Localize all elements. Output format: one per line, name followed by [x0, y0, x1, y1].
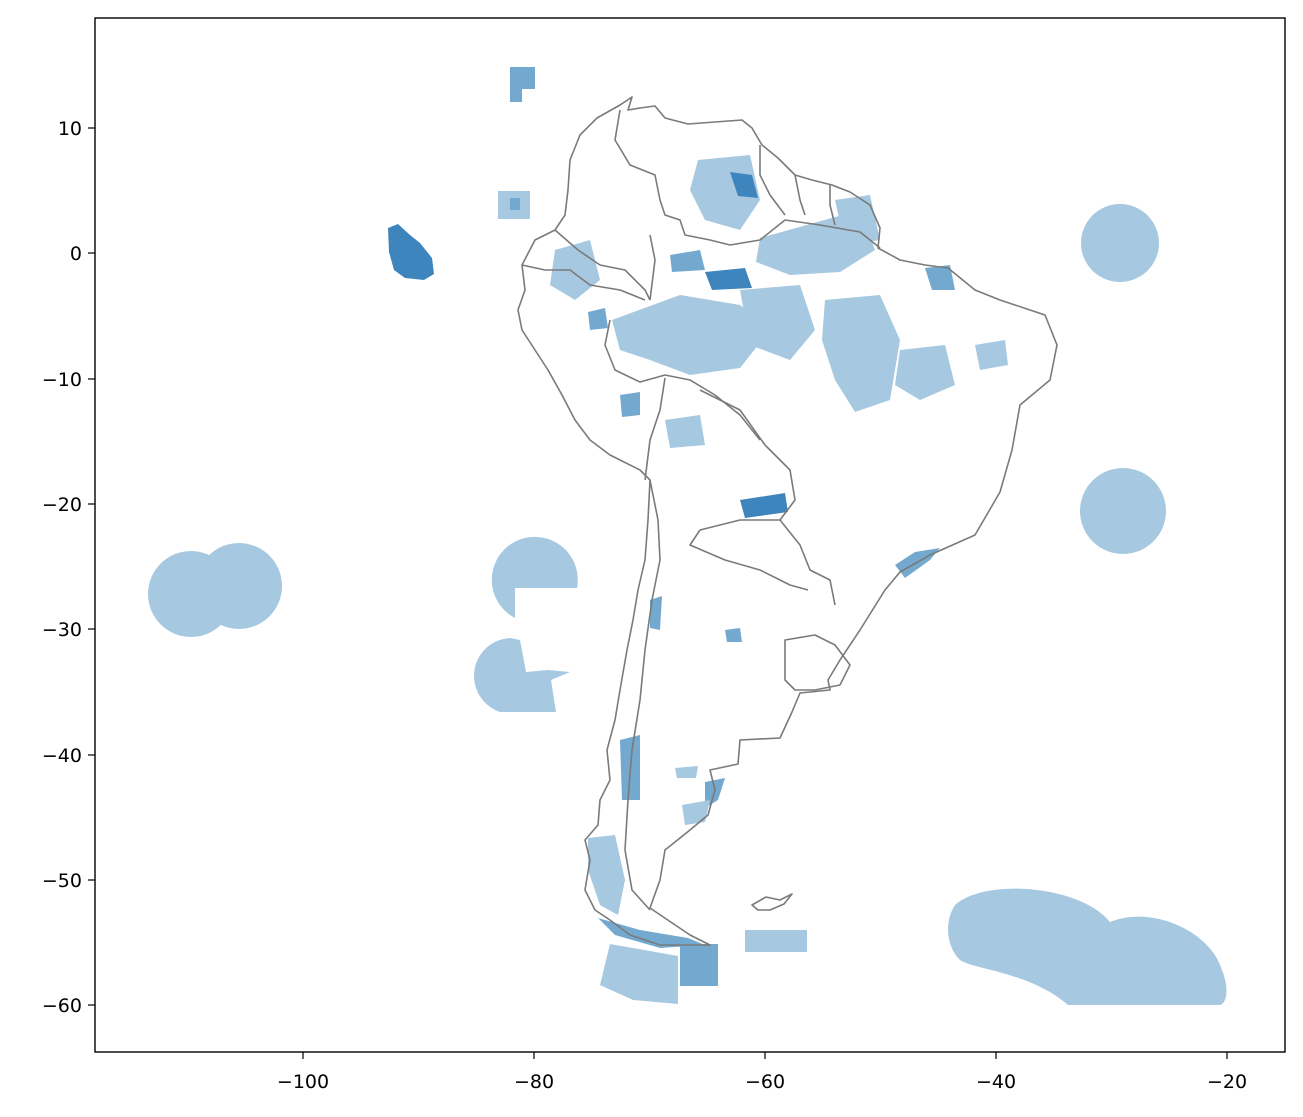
juan-fernandez-protected-area — [474, 638, 570, 712]
colombia-peru-border — [554, 229, 651, 301]
patagonia-protected-area — [705, 778, 725, 808]
x-axis: −100 −80 −60 −40 −20 — [277, 1052, 1247, 1093]
tierra-del-fuego-protected-area — [598, 918, 705, 948]
amazon-protected-area — [895, 345, 955, 400]
coast-protected-area — [925, 265, 955, 290]
south-atlantic-protected-area — [948, 888, 1227, 1005]
amazon-protected-area — [740, 285, 815, 360]
protected-areas-layer — [148, 67, 1227, 1005]
x-tick-label: −100 — [277, 1071, 329, 1093]
x-tick-label: −20 — [1207, 1071, 1247, 1093]
burdwood-bank-protected-area — [745, 930, 807, 952]
guyana-suriname-border — [794, 174, 806, 216]
y-tick-label: 0 — [70, 243, 82, 265]
x-tick-label: −40 — [976, 1071, 1016, 1093]
drake-passage-protected-block — [680, 944, 718, 986]
andes-protected-area — [725, 628, 742, 642]
brazil-north-border — [709, 219, 881, 249]
bolivia-paraguay-border — [699, 519, 780, 531]
ecuador-peru-border — [521, 264, 646, 301]
bolivia-protected-area — [665, 415, 705, 448]
salas-y-gomez-protected-area — [196, 543, 282, 629]
x-tick-label: −60 — [745, 1071, 785, 1093]
caribbean-protected-block-stem — [510, 89, 522, 102]
y-tick-label: −10 — [42, 369, 82, 391]
country-borders-layer — [517, 96, 1058, 946]
patagonia-protected-area — [675, 766, 698, 778]
y-tick-label: −20 — [42, 494, 82, 516]
malpelo-protected-core — [510, 198, 520, 210]
andes-protected-area — [650, 596, 662, 630]
colombia-venezuela-border — [614, 109, 711, 241]
y-tick-label: −60 — [42, 995, 82, 1017]
colombia-brazil-border — [649, 234, 656, 301]
bolivia-brazil-border — [699, 389, 796, 521]
amazon-protected-area — [612, 295, 770, 375]
y-tick-label: −50 — [42, 870, 82, 892]
venezuela-protected-area — [730, 172, 758, 198]
diego-ramirez-protected-area — [600, 944, 678, 1004]
amazon-dark-area — [705, 268, 752, 290]
plot-background — [95, 18, 1285, 1052]
desventuradas-protected-area — [491, 536, 578, 618]
amazon-dark-area — [588, 308, 608, 330]
venezuela-guyana-border — [759, 145, 786, 216]
chile-argentina-border — [624, 479, 661, 911]
plot-frame — [94, 17, 1286, 1053]
y-tick-label: 10 — [58, 118, 82, 140]
x-tick-label: −80 — [514, 1071, 554, 1093]
amazon-dark-area — [670, 250, 705, 272]
y-tick-label: −40 — [42, 745, 82, 767]
paraguay-argentina-border — [689, 529, 809, 591]
uruguay-border — [784, 634, 851, 691]
suriname-guiana-border — [829, 185, 836, 226]
amazon-protected-area — [822, 295, 900, 412]
falkland-islands-outline — [751, 893, 793, 911]
pantanal-protected-area — [740, 493, 788, 518]
caribbean-protected-block — [510, 67, 535, 89]
peru-bolivia-border — [644, 377, 666, 481]
peru-protected-area — [620, 392, 640, 417]
galapagos-protected-area — [388, 224, 434, 280]
chile-fjords-protected-area — [588, 835, 625, 915]
northern-brazil-protected-area — [975, 340, 1008, 370]
guiana-protected-area — [835, 195, 880, 245]
y-tick-label: −30 — [42, 619, 82, 641]
peru-brazil-border — [604, 319, 761, 441]
trindade-protected-area — [1080, 468, 1166, 554]
saint-peter-paul-protected-area — [1081, 204, 1159, 282]
y-axis: 10 0 −10 −20 −30 −40 −50 −60 — [42, 118, 95, 1017]
paraguay-brazil-border — [779, 519, 836, 606]
south-america-outline — [517, 96, 1058, 946]
amazon-protected-area — [550, 240, 600, 300]
